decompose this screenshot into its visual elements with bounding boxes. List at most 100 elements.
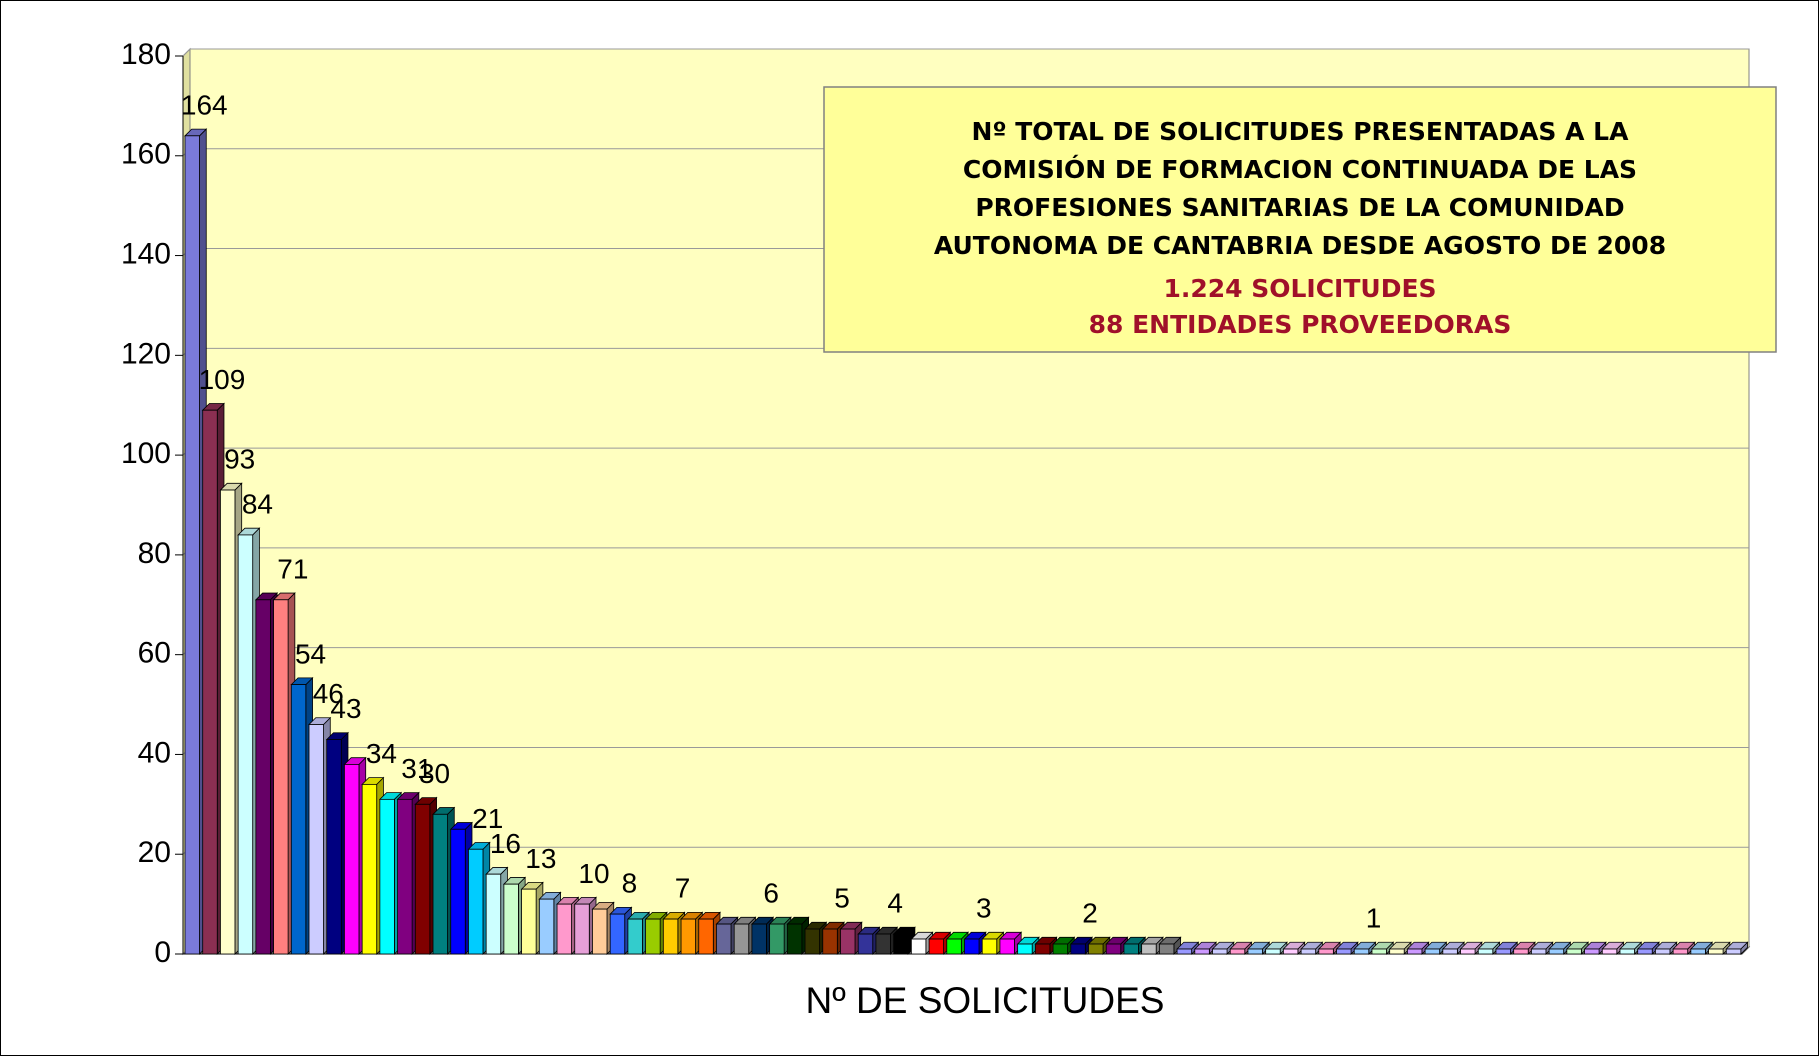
bar (326, 739, 342, 955)
bar (1123, 943, 1139, 955)
bar (840, 928, 856, 955)
bar-top-shade (1070, 937, 1093, 945)
bar (910, 938, 927, 955)
value-label: 16 (490, 828, 521, 859)
bar-top-shade (1318, 942, 1341, 950)
bar-top-shade (681, 912, 703, 920)
bar (645, 918, 661, 955)
bar-side-shade (1545, 942, 1553, 954)
bar (1371, 948, 1387, 955)
bar (592, 908, 608, 955)
bar-top-shade (521, 882, 543, 890)
bar-top-shade (592, 902, 614, 910)
bar (1637, 948, 1653, 955)
bar (698, 918, 714, 955)
value-label: 10 (578, 858, 609, 889)
bar (184, 135, 200, 955)
info-title-line: PROFESIONES SANITARIAS DE LA COMUNIDAD (975, 193, 1624, 222)
bar-top-shade (858, 927, 880, 935)
bar-top-shade (1726, 942, 1748, 950)
bar-top-shade (645, 912, 667, 920)
bar (397, 798, 413, 955)
bar-top-shade (1690, 942, 1713, 950)
bar-top-shade (1708, 942, 1730, 950)
bar-top-shade (1354, 942, 1376, 950)
bar (1247, 948, 1263, 955)
bar (1229, 948, 1246, 955)
bar-top-shade (1549, 942, 1571, 950)
bar-side-shade (1262, 942, 1270, 954)
info-title-line: COMISIÓN DE FORMACION CONTINUADA DE LAS (963, 154, 1637, 184)
bar (1105, 943, 1122, 955)
bar (1282, 948, 1299, 955)
bar-top-shade (1478, 942, 1500, 950)
bar-top-shade (1035, 937, 1057, 945)
bar (220, 489, 236, 955)
x-axis-label: Nº DE SOLICITUDES (806, 980, 1165, 1021)
bar (574, 903, 590, 955)
bar (857, 933, 874, 955)
bar (1477, 948, 1494, 955)
bar-side-shade (1687, 942, 1695, 954)
bar-top-shade (1336, 942, 1358, 950)
bar (432, 813, 448, 955)
y-tick-label: 20 (138, 836, 171, 869)
value-label: 7 (675, 873, 691, 904)
bar-top-shade (929, 932, 951, 940)
bar (1495, 948, 1511, 955)
bar (344, 764, 360, 955)
bar (1034, 943, 1051, 955)
value-label: 30 (419, 758, 450, 789)
bar (769, 923, 785, 955)
bar (273, 599, 289, 955)
bar-top-shade (1283, 942, 1305, 950)
bar-top-shade (1584, 942, 1606, 950)
bar (1070, 943, 1086, 955)
bar (1655, 948, 1671, 955)
y-tick-label: 40 (138, 736, 171, 769)
bar-top-shade (1106, 937, 1128, 945)
value-label: 34 (366, 738, 397, 769)
value-label: 93 (224, 444, 255, 475)
bar-side-shade (1563, 942, 1571, 954)
bar (1158, 943, 1175, 955)
bar-side-shade (1457, 942, 1465, 954)
bar-top-shade (875, 927, 898, 935)
bar (1690, 948, 1706, 955)
bar-top-shade (1159, 937, 1181, 945)
bar-side-shade (1581, 942, 1589, 954)
bar-top-shade (415, 797, 437, 805)
bar (804, 928, 820, 955)
bar-top-shade (255, 593, 278, 600)
bar-side-shade (1669, 942, 1677, 954)
bar-top-shade (911, 932, 933, 940)
bar (981, 938, 998, 955)
bar-top-shade (1212, 942, 1234, 950)
info-text: Nº TOTAL DE SOLICITUDES PRESENTADAS A LA… (934, 117, 1666, 339)
bar-top-shade (1619, 942, 1642, 950)
bar (503, 883, 519, 955)
bar-top-shade (1389, 942, 1411, 950)
value-label: 4 (887, 888, 903, 919)
value-label: 2 (1082, 898, 1098, 929)
bar-top-shade (1265, 942, 1287, 950)
bar-top-shade (574, 897, 597, 905)
bar-top-shade (1017, 937, 1039, 945)
bar (1601, 948, 1618, 955)
bar (1442, 948, 1458, 955)
bar (1212, 948, 1228, 955)
bar (964, 938, 980, 955)
bar-top-shade (751, 917, 774, 925)
bar-top-shade (1531, 942, 1553, 950)
bar (521, 888, 537, 955)
bar-top-shade (379, 792, 402, 800)
bar-top-shade (1655, 942, 1677, 950)
bar-top-shade (964, 932, 986, 940)
bar-top-shade (840, 922, 862, 930)
bar (237, 534, 254, 955)
bar-top-shade (769, 917, 791, 925)
y-tick-label: 0 (154, 936, 171, 969)
value-label: 71 (277, 553, 308, 584)
bar-top-shade (362, 777, 384, 785)
bar-side-shade (1315, 942, 1323, 954)
